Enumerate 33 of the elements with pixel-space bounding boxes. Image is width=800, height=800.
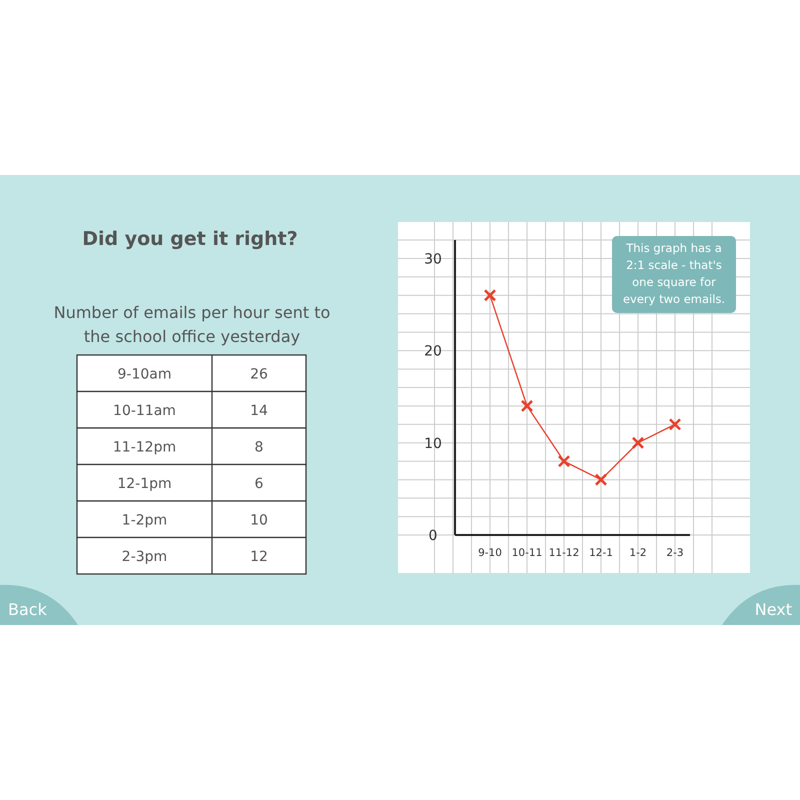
- category-label: 12-1pm: [117, 476, 172, 492]
- data-label: 26: [250, 366, 268, 382]
- point: [668, 418, 682, 431]
- category-label: 2-3pm: [122, 548, 168, 565]
- data-label: 12: [250, 548, 268, 565]
- data-label: 8: [254, 439, 264, 456]
- y-tick-label: 20: [424, 344, 442, 360]
- point: [520, 400, 534, 412]
- point: [484, 289, 496, 302]
- x-tick-label: 1-2: [629, 547, 647, 559]
- x-tick-label: 2-3: [666, 547, 684, 559]
- point: [594, 473, 608, 486]
- point: [558, 455, 570, 468]
- data-label: 14: [250, 402, 268, 419]
- text: Did you get it right?: [82, 228, 298, 250]
- category-label: 10-11am: [113, 402, 176, 419]
- category-label: 11-12pm: [112, 439, 176, 456]
- y-tick-label: 30: [424, 251, 442, 268]
- data-label: 10: [250, 512, 268, 528]
- point: [632, 436, 644, 450]
- text: Number of emails per hour sent to the school office yesterday: [54, 303, 330, 346]
- next-button: Next: [722, 584, 800, 625]
- category-label: 9-10am: [118, 366, 172, 382]
- data-label: 6: [254, 476, 264, 492]
- category-label: 1-2pm: [122, 512, 168, 528]
- x-tick-label: 10-11: [512, 547, 542, 559]
- y-tick-label: 10: [424, 436, 442, 452]
- x-tick-label: 9-10: [478, 547, 502, 559]
- x-tick-label: 11-12: [548, 547, 580, 559]
- x-tick-label: 12-1: [589, 547, 613, 559]
- back-button: Back: [0, 584, 78, 625]
- y-tick-label: 0: [428, 528, 438, 544]
- annotation: This graph has a 2:1 scale - that's one square for every two emails.: [622, 241, 726, 306]
